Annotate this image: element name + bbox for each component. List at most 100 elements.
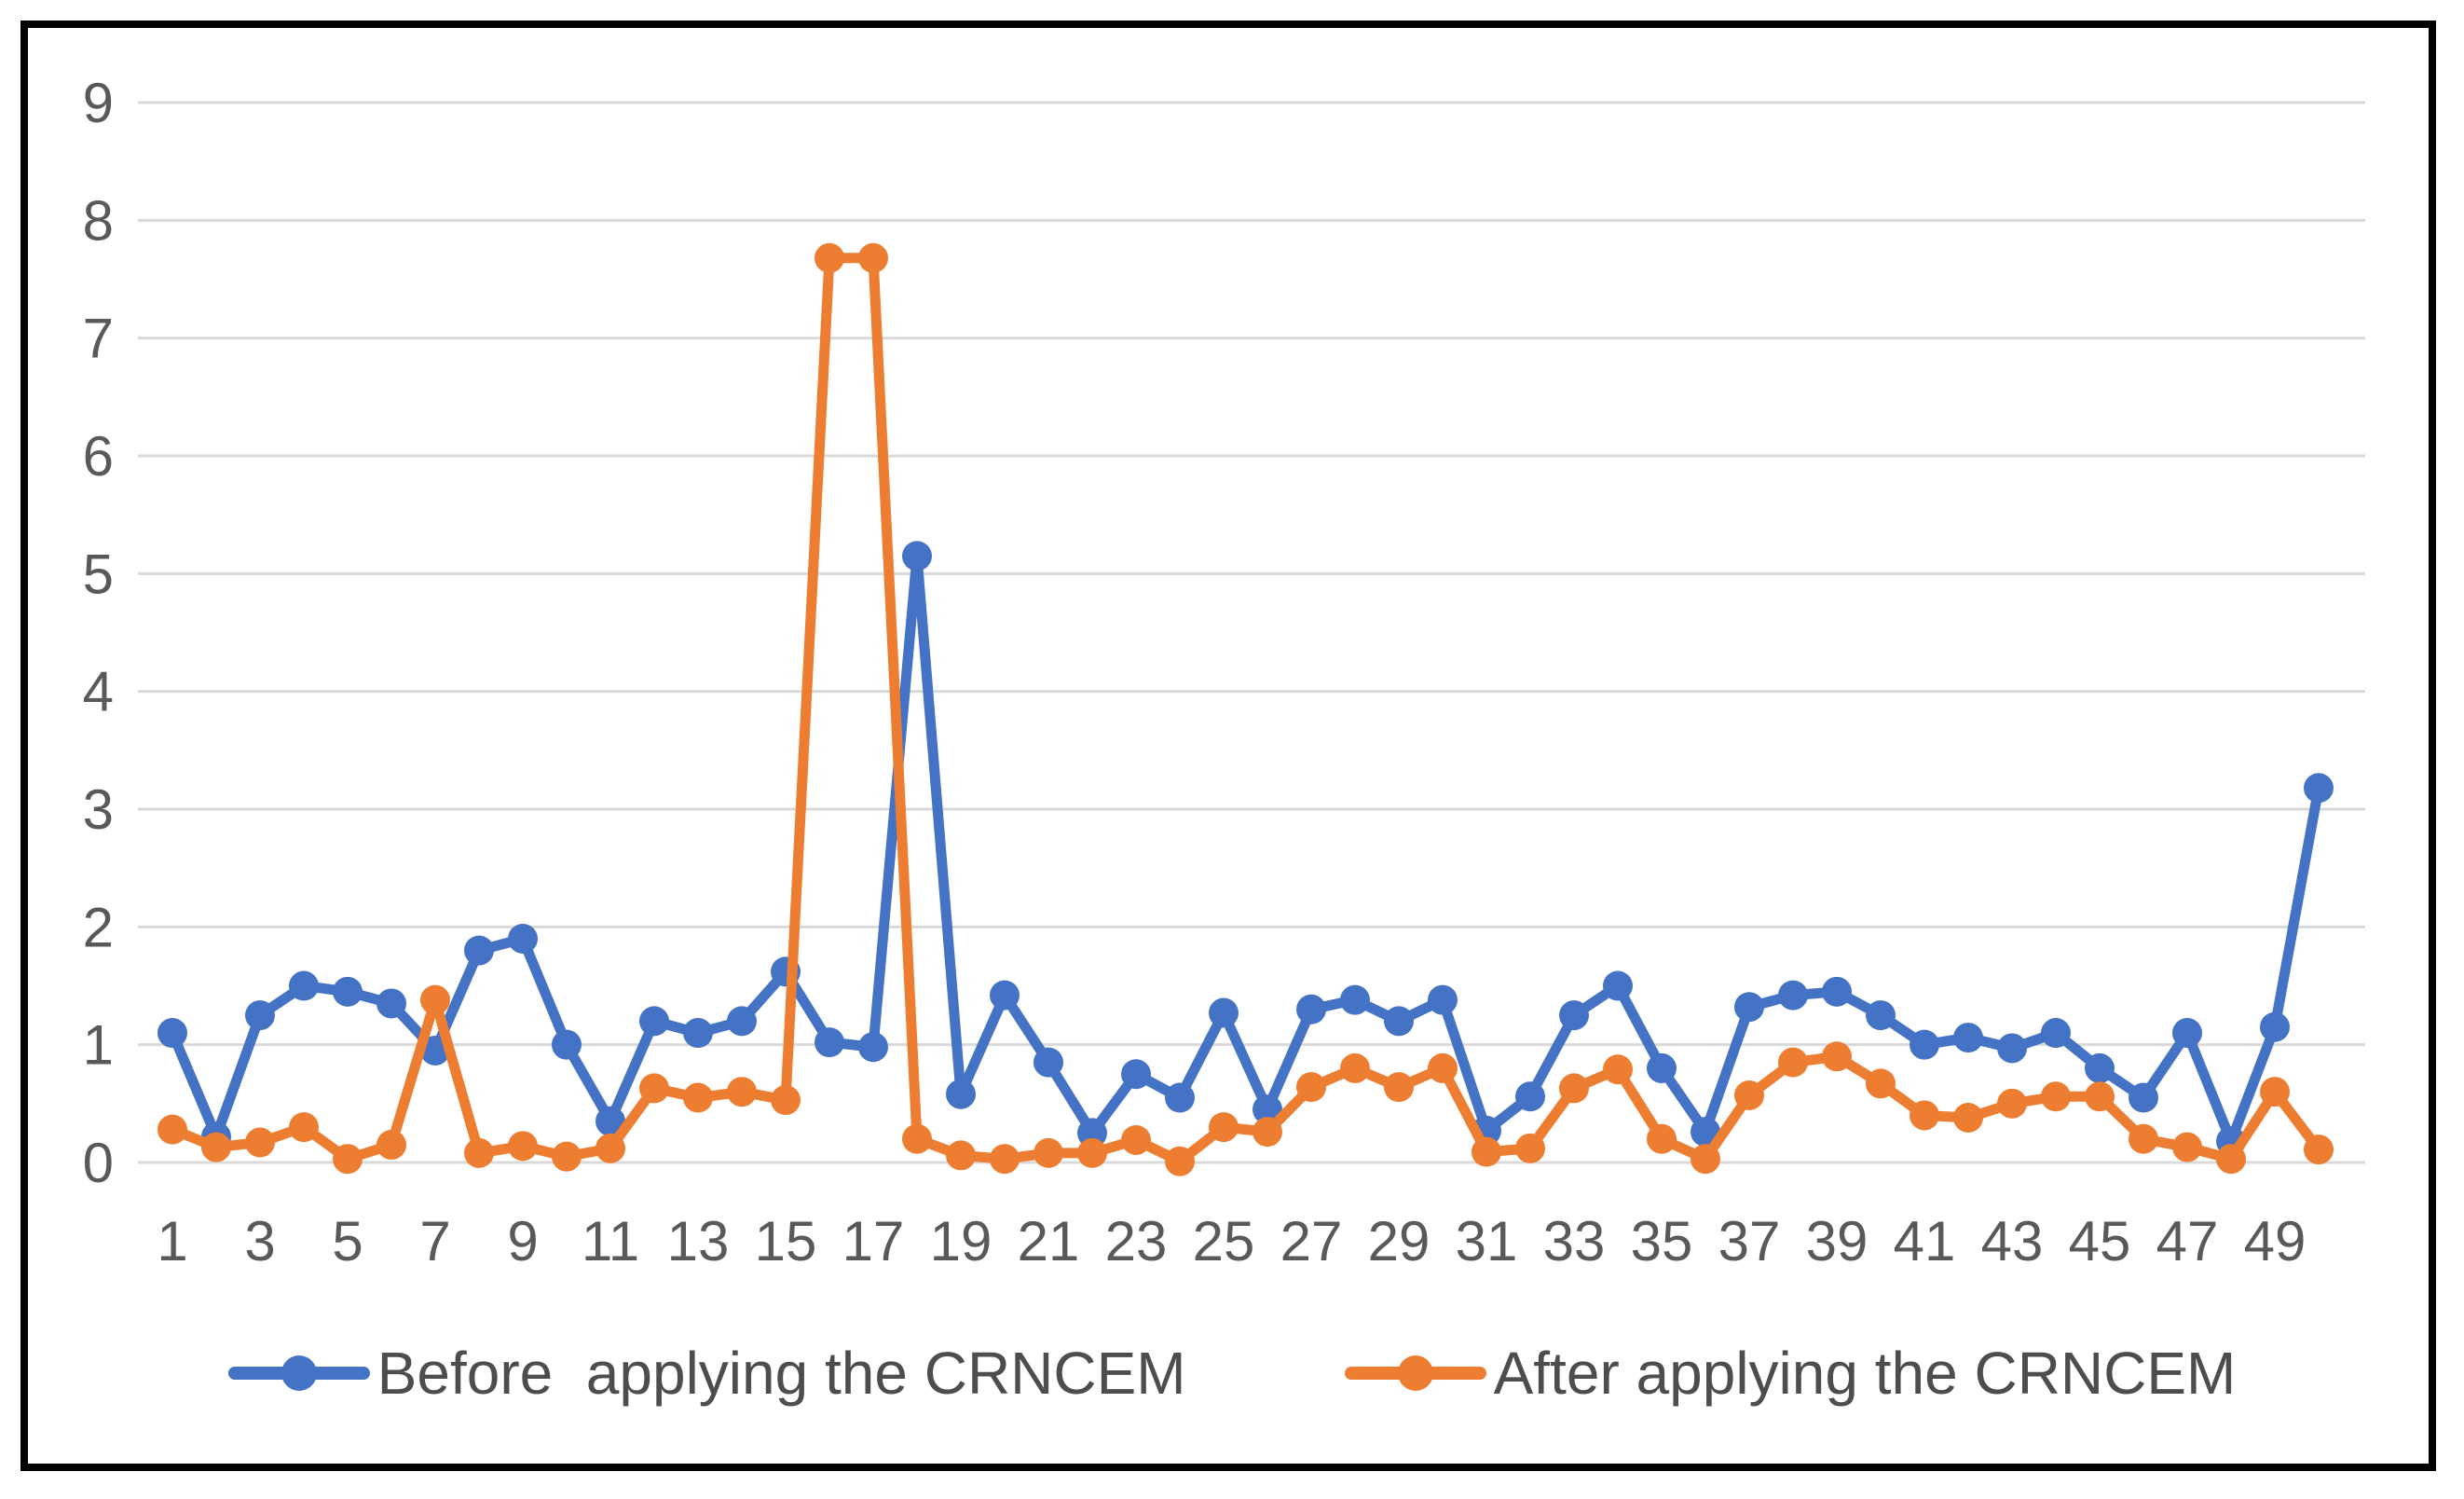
data-point-after-37 bbox=[1734, 1080, 1764, 1110]
x-tick-label: 25 bbox=[1193, 1210, 1255, 1272]
data-point-after-40 bbox=[1866, 1068, 1896, 1099]
legend-item-after: After applying the CRNCEM bbox=[1344, 1339, 2237, 1408]
data-point-before-39 bbox=[1822, 976, 1852, 1007]
x-tick-label: 39 bbox=[1806, 1210, 1869, 1272]
data-point-before-42 bbox=[1953, 1023, 1983, 1053]
x-tick-label: 7 bbox=[419, 1210, 450, 1272]
x-tick-label: 5 bbox=[332, 1210, 363, 1272]
data-point-after-43 bbox=[1997, 1088, 2027, 1119]
x-tick-label: 15 bbox=[755, 1210, 817, 1272]
chart-figure-border bbox=[21, 21, 2436, 1471]
x-tick-label: 19 bbox=[930, 1210, 992, 1272]
data-point-after-13 bbox=[683, 1082, 713, 1113]
x-tick-label: 23 bbox=[1105, 1210, 1168, 1272]
y-tick-label: 7 bbox=[83, 308, 114, 370]
data-point-after-28 bbox=[1340, 1052, 1370, 1083]
data-point-after-31 bbox=[1472, 1136, 1501, 1167]
legend-label-after: After applying the CRNCEM bbox=[1493, 1340, 2237, 1407]
y-tick-label: 1 bbox=[83, 1014, 114, 1077]
data-point-before-33 bbox=[1559, 1000, 1589, 1031]
data-point-after-33 bbox=[1559, 1073, 1589, 1104]
x-tick-label: 45 bbox=[2069, 1210, 2131, 1272]
data-point-before-37 bbox=[1734, 992, 1764, 1023]
data-point-after-50 bbox=[2304, 1135, 2334, 1165]
data-point-before-17 bbox=[858, 1032, 888, 1063]
data-point-before-13 bbox=[683, 1018, 713, 1049]
data-point-after-32 bbox=[1515, 1133, 1545, 1163]
data-point-after-42 bbox=[1953, 1102, 1983, 1133]
data-point-before-5 bbox=[333, 976, 363, 1007]
x-tick-label: 3 bbox=[244, 1210, 275, 1272]
data-point-after-35 bbox=[1647, 1123, 1677, 1154]
y-tick-label: 8 bbox=[83, 189, 114, 252]
data-point-before-6 bbox=[376, 988, 406, 1019]
x-tick-label: 21 bbox=[1018, 1210, 1080, 1272]
data-point-before-19 bbox=[946, 1079, 976, 1109]
data-point-before-45 bbox=[2085, 1052, 2115, 1083]
x-tick-label: 43 bbox=[1981, 1210, 2044, 1272]
data-point-before-10 bbox=[552, 1029, 582, 1060]
legend-dot-icon-after bbox=[1397, 1355, 1433, 1391]
data-point-after-21 bbox=[1034, 1137, 1063, 1168]
data-point-before-21 bbox=[1034, 1047, 1063, 1078]
data-point-before-25 bbox=[1209, 997, 1239, 1028]
data-point-after-41 bbox=[1910, 1100, 1939, 1131]
data-point-before-30 bbox=[1428, 984, 1458, 1015]
y-tick-label: 2 bbox=[83, 896, 114, 958]
data-point-before-38 bbox=[1778, 980, 1808, 1011]
data-point-before-46 bbox=[2129, 1082, 2158, 1113]
x-tick-label: 29 bbox=[1368, 1210, 1430, 1272]
data-point-after-22 bbox=[1077, 1137, 1107, 1168]
data-point-before-11 bbox=[595, 1106, 625, 1136]
data-point-after-2 bbox=[201, 1132, 231, 1162]
data-point-before-32 bbox=[1515, 1081, 1545, 1112]
x-tick-label: 35 bbox=[1631, 1210, 1693, 1272]
data-point-after-44 bbox=[2041, 1081, 2071, 1112]
x-tick-label: 27 bbox=[1280, 1210, 1343, 1272]
data-point-before-35 bbox=[1647, 1052, 1677, 1083]
data-point-before-34 bbox=[1603, 970, 1633, 1001]
data-point-after-48 bbox=[2216, 1144, 2246, 1175]
legend-line-marker-after bbox=[1344, 1355, 1486, 1391]
data-point-after-20 bbox=[990, 1144, 1020, 1175]
y-tick-label: 5 bbox=[83, 543, 114, 605]
data-point-after-36 bbox=[1691, 1144, 1720, 1175]
data-point-before-24 bbox=[1165, 1082, 1195, 1113]
data-point-after-3 bbox=[245, 1127, 275, 1158]
data-point-after-23 bbox=[1121, 1124, 1151, 1155]
data-point-before-50 bbox=[2304, 773, 2334, 804]
series-line-before bbox=[167, 550, 2324, 1147]
data-point-before-12 bbox=[639, 1006, 669, 1037]
data-point-after-24 bbox=[1165, 1146, 1195, 1176]
data-point-after-6 bbox=[376, 1130, 406, 1161]
data-point-before-29 bbox=[1384, 1006, 1414, 1037]
x-tick-label: 9 bbox=[507, 1210, 538, 1272]
data-point-before-23 bbox=[1121, 1059, 1151, 1090]
data-point-before-49 bbox=[2260, 1011, 2290, 1042]
legend-label-before: Before applying the CRNCEM bbox=[376, 1340, 1186, 1407]
legend-item-before: Before applying the CRNCEM bbox=[227, 1339, 1186, 1408]
data-point-after-8 bbox=[464, 1137, 494, 1168]
legend-line-marker-before bbox=[227, 1355, 370, 1391]
x-tick-label: 1 bbox=[157, 1210, 187, 1272]
data-point-before-28 bbox=[1340, 984, 1370, 1015]
data-point-after-9 bbox=[508, 1131, 538, 1162]
x-tick-label: 17 bbox=[842, 1210, 905, 1272]
data-point-before-43 bbox=[1997, 1033, 2027, 1064]
data-point-before-3 bbox=[245, 1000, 275, 1031]
data-point-after-19 bbox=[946, 1140, 976, 1171]
data-point-after-38 bbox=[1778, 1047, 1808, 1078]
legend-dot-icon-before bbox=[281, 1355, 317, 1391]
data-point-after-12 bbox=[639, 1073, 669, 1104]
data-point-before-47 bbox=[2172, 1018, 2202, 1049]
data-point-after-45 bbox=[2085, 1081, 2115, 1112]
data-point-after-10 bbox=[552, 1141, 582, 1172]
x-tick-label: 37 bbox=[1718, 1210, 1781, 1272]
data-point-after-49 bbox=[2260, 1077, 2290, 1107]
data-point-after-25 bbox=[1209, 1112, 1239, 1143]
data-point-after-4 bbox=[289, 1112, 319, 1143]
x-tick-label: 11 bbox=[582, 1210, 639, 1272]
data-point-after-17 bbox=[858, 242, 888, 273]
data-point-before-40 bbox=[1866, 1000, 1896, 1031]
